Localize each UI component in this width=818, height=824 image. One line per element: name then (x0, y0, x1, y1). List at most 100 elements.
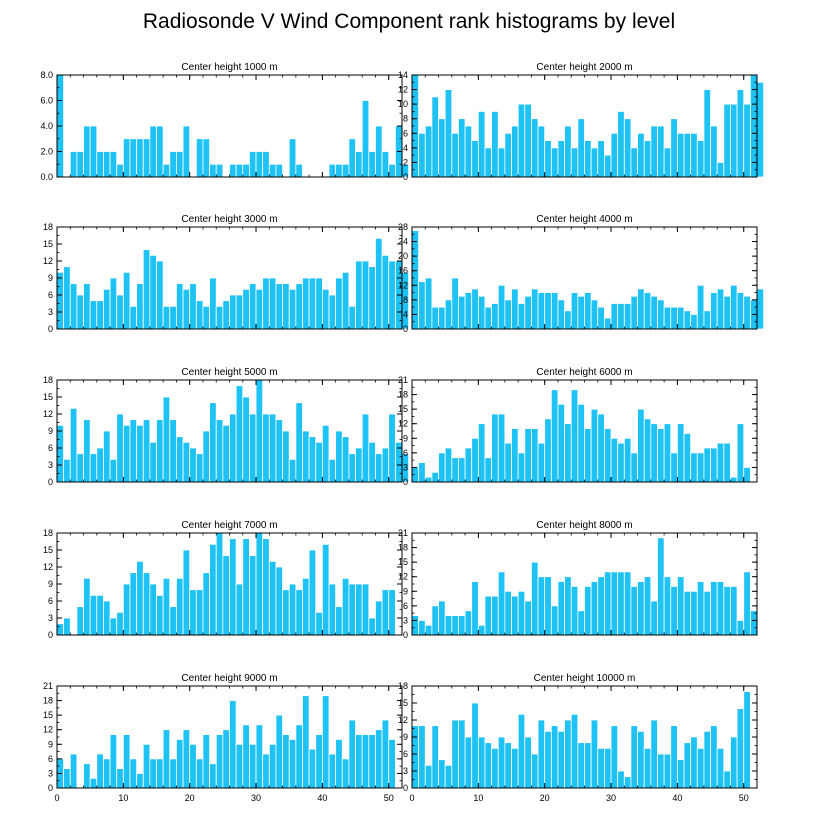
bar (623, 776, 632, 789)
bar (730, 103, 738, 178)
panel-1: Center height 1000 m 0.0 2.0 4.0 6.0 8.0 (40, 62, 410, 182)
bar (69, 151, 78, 178)
bar (209, 543, 217, 636)
bar (451, 615, 459, 636)
bar (156, 419, 164, 483)
bar (242, 163, 250, 178)
bar (557, 730, 565, 789)
bar (590, 299, 599, 330)
bar (630, 586, 638, 636)
bar (643, 576, 652, 636)
y-tick-label: 18 (43, 375, 53, 385)
bar (341, 758, 350, 789)
y-tick-label: 6 (48, 290, 53, 300)
bar (531, 428, 539, 483)
bar (550, 147, 559, 178)
bar (696, 140, 705, 178)
y-tick-label: 6 (403, 601, 408, 611)
bar (275, 163, 283, 178)
bar (149, 583, 157, 636)
bar (484, 457, 493, 483)
bar (431, 725, 439, 789)
bar (464, 125, 473, 178)
y-tick-label: 2 (403, 157, 408, 167)
bar (703, 89, 711, 178)
bar (550, 605, 559, 636)
bar (438, 759, 446, 789)
bar (643, 140, 652, 178)
bar (424, 624, 433, 636)
bar (195, 138, 204, 178)
bar (255, 532, 264, 636)
bar (275, 419, 283, 483)
y-tick-label: 15 (43, 392, 53, 402)
bar (736, 708, 745, 789)
bar (182, 288, 191, 330)
bar (142, 249, 151, 330)
y-tick-label: 21 (398, 528, 408, 538)
panel-title: Center height 1000 m (181, 62, 277, 73)
bar (335, 739, 343, 789)
bar (690, 314, 698, 330)
bar (477, 423, 486, 483)
y-tick-label: 28 (398, 222, 408, 232)
bar (723, 103, 731, 178)
bar (368, 266, 376, 330)
bar (229, 163, 237, 178)
bar (617, 303, 625, 330)
y-tick-label: 6.0 (40, 96, 53, 106)
bar (557, 581, 565, 636)
bar (736, 89, 745, 178)
bar (275, 283, 283, 330)
bar (355, 583, 363, 636)
bar (242, 724, 250, 789)
bar (723, 586, 731, 636)
bar (348, 719, 356, 789)
y-tick-label: 18 (398, 681, 408, 691)
y-tick-label: 9 (48, 579, 53, 589)
bar (570, 147, 579, 178)
bar (617, 111, 625, 178)
y-tick-label: 6 (403, 128, 408, 138)
bar (361, 100, 370, 178)
bar (544, 730, 552, 789)
bar (438, 306, 446, 330)
bar (504, 742, 512, 789)
bar (109, 277, 118, 330)
bar (477, 295, 486, 330)
bar (89, 300, 98, 330)
bar (537, 125, 546, 178)
bar (531, 118, 539, 178)
y-tick-label: 4 (403, 143, 408, 153)
bar (195, 758, 204, 789)
y-tick-label: 0 (403, 630, 408, 640)
bar (458, 295, 466, 330)
bar (176, 151, 184, 178)
y-tick-label: 15 (43, 710, 53, 720)
bar (83, 125, 91, 178)
bar (570, 713, 579, 789)
bar (690, 452, 698, 483)
bar (215, 163, 224, 178)
bar (69, 407, 78, 483)
bar (730, 284, 738, 330)
panel-title: Center height 8000 m (536, 520, 632, 531)
bar (537, 292, 546, 330)
bar (623, 303, 632, 330)
bar (511, 288, 519, 330)
bar (458, 615, 466, 636)
bar (83, 763, 91, 789)
bar (103, 600, 111, 636)
bar (756, 81, 765, 178)
bar (335, 606, 343, 636)
y-tick-label: 8 (403, 295, 408, 305)
bar (209, 163, 217, 178)
x-tick-label: 20 (185, 793, 195, 803)
bar (116, 413, 124, 483)
bar (109, 734, 118, 789)
bar (458, 719, 466, 789)
y-tick-label: 6 (48, 596, 53, 606)
bar (517, 103, 526, 178)
bar (630, 295, 638, 330)
y-tick-label: 12 (398, 85, 408, 95)
